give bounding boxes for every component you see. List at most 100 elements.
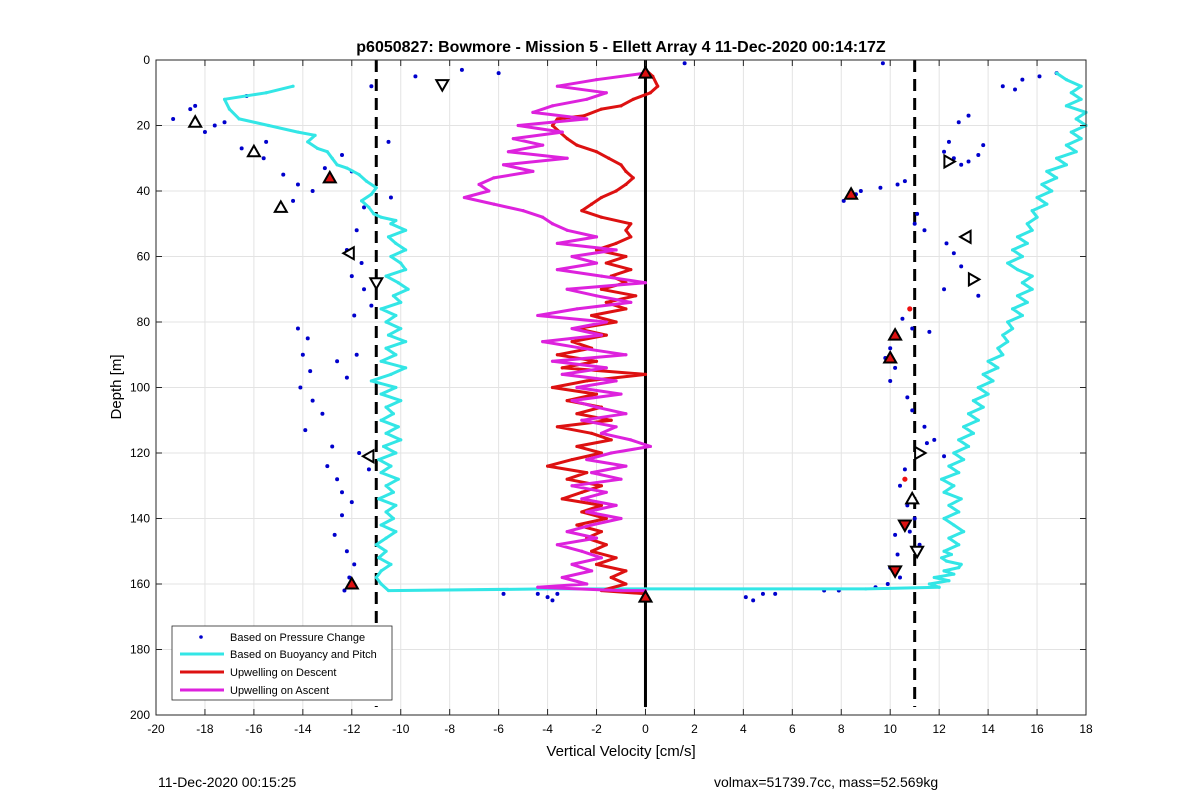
pressure-change-point [895, 182, 900, 187]
pressure-change-point [902, 467, 907, 472]
series-3-point [599, 556, 604, 560]
legend-swatch-pressure [199, 635, 203, 639]
series-1-point [404, 268, 408, 272]
series-1-point [1010, 248, 1015, 252]
series-3-point [590, 471, 594, 475]
series-2-point [599, 503, 604, 507]
pressure-change-point [388, 195, 393, 200]
pressure-change-point [295, 182, 300, 187]
series-1-point [394, 218, 398, 223]
red-dot-marker [902, 476, 908, 482]
series-2-point [599, 530, 604, 534]
series-2-point [609, 438, 613, 442]
pressure-change-point [910, 408, 915, 413]
series-1-point [1064, 78, 1069, 82]
series-2-point [648, 91, 652, 95]
series-3-point [531, 169, 535, 173]
series-1-point [1045, 169, 1049, 173]
triangle-marker [434, 79, 451, 93]
series-1-point [1030, 287, 1034, 291]
series-3-point [580, 497, 584, 501]
series-2-point [614, 556, 618, 560]
series-1-point [957, 566, 961, 570]
legend: Based on Pressure Change Based on Buoyan… [171, 625, 393, 701]
x-tick-label: -20 [147, 722, 165, 736]
series-1-point [1030, 228, 1034, 232]
triangle-marker [187, 114, 203, 128]
series-1-point [942, 516, 946, 521]
series-1-point [345, 166, 349, 170]
series-2-point [599, 287, 604, 291]
pressure-change-point [362, 287, 367, 292]
pressure-change-point [340, 513, 344, 518]
pressure-change-point [344, 549, 349, 554]
chart-title: p6050827: Bowmore - Mission 5 - Ellett A… [356, 39, 886, 56]
series-1-point [330, 156, 334, 160]
series-1-point [369, 192, 373, 196]
series-1-point [864, 587, 868, 591]
series-1-point [386, 588, 391, 593]
pressure-change-point [349, 500, 354, 505]
series-1-point [957, 510, 961, 514]
series-1-point [335, 163, 339, 167]
pressure-change-point [386, 139, 391, 144]
series-2-point [604, 516, 608, 521]
triangle-marker [344, 575, 360, 590]
series-1-point [971, 431, 976, 435]
y-tick-label: 40 [137, 184, 151, 198]
series-2-point [560, 366, 564, 370]
pressure-change-point [222, 120, 227, 125]
series-1-point [1069, 130, 1073, 134]
series-3-point [462, 195, 466, 200]
series-3-point [492, 176, 496, 180]
axis-ticks: -20 -18 -16 -14 -12 -10 -8 -6 -4 -2 0 2 4 6 8 10 12 14 16 1… [130, 53, 1093, 736]
pressure-change-point [880, 61, 885, 66]
series-1-point [264, 91, 268, 95]
series-1-point [394, 241, 398, 245]
series-1-point [382, 444, 386, 449]
pressure-change-point [944, 241, 949, 246]
pressure-change-point [344, 375, 349, 380]
series-3-point [555, 241, 559, 245]
series-2-point [555, 425, 559, 429]
pressure-change-point [907, 529, 912, 534]
series-1-point [1006, 340, 1010, 344]
series-1-point [404, 228, 408, 232]
pressure-change-point [976, 152, 981, 157]
series-3-point [585, 510, 589, 514]
series-1-point [379, 418, 383, 422]
series-1-point [927, 582, 931, 586]
series-1-point [1010, 307, 1015, 311]
series-2-point [624, 169, 628, 173]
series-layer [171, 61, 1088, 603]
series-1-point [940, 556, 944, 560]
series-2-point [565, 399, 569, 403]
x-tick-label: -10 [392, 722, 410, 736]
x-tick-label: -8 [444, 722, 455, 736]
series-3-point [550, 104, 555, 108]
y-tick-label: 80 [137, 315, 151, 329]
series-1-point [389, 562, 393, 566]
series-2-point [560, 497, 564, 501]
series-1-point [959, 497, 963, 501]
x-tick-label: 16 [1030, 722, 1044, 736]
series-2-point [619, 104, 623, 108]
series-1-point [1035, 195, 1039, 200]
pressure-change-point [966, 113, 971, 118]
pressure-change-point [1020, 77, 1025, 82]
series-1-point [379, 359, 383, 363]
series-3-point [619, 392, 623, 396]
pressure-change-point [917, 542, 922, 547]
pressure-change-point [335, 359, 340, 364]
series-3-point [599, 431, 604, 435]
pressure-change-point [264, 139, 269, 144]
series-1-point [966, 412, 971, 416]
pressure-change-point [915, 211, 920, 216]
series-1-point [947, 536, 951, 540]
x-tick-label: -14 [294, 722, 312, 736]
series-2-point [634, 294, 638, 298]
pressure-change-point [496, 71, 501, 76]
series-1-point [404, 248, 408, 252]
series-3-point [599, 274, 604, 278]
triangle-marker [967, 271, 982, 288]
